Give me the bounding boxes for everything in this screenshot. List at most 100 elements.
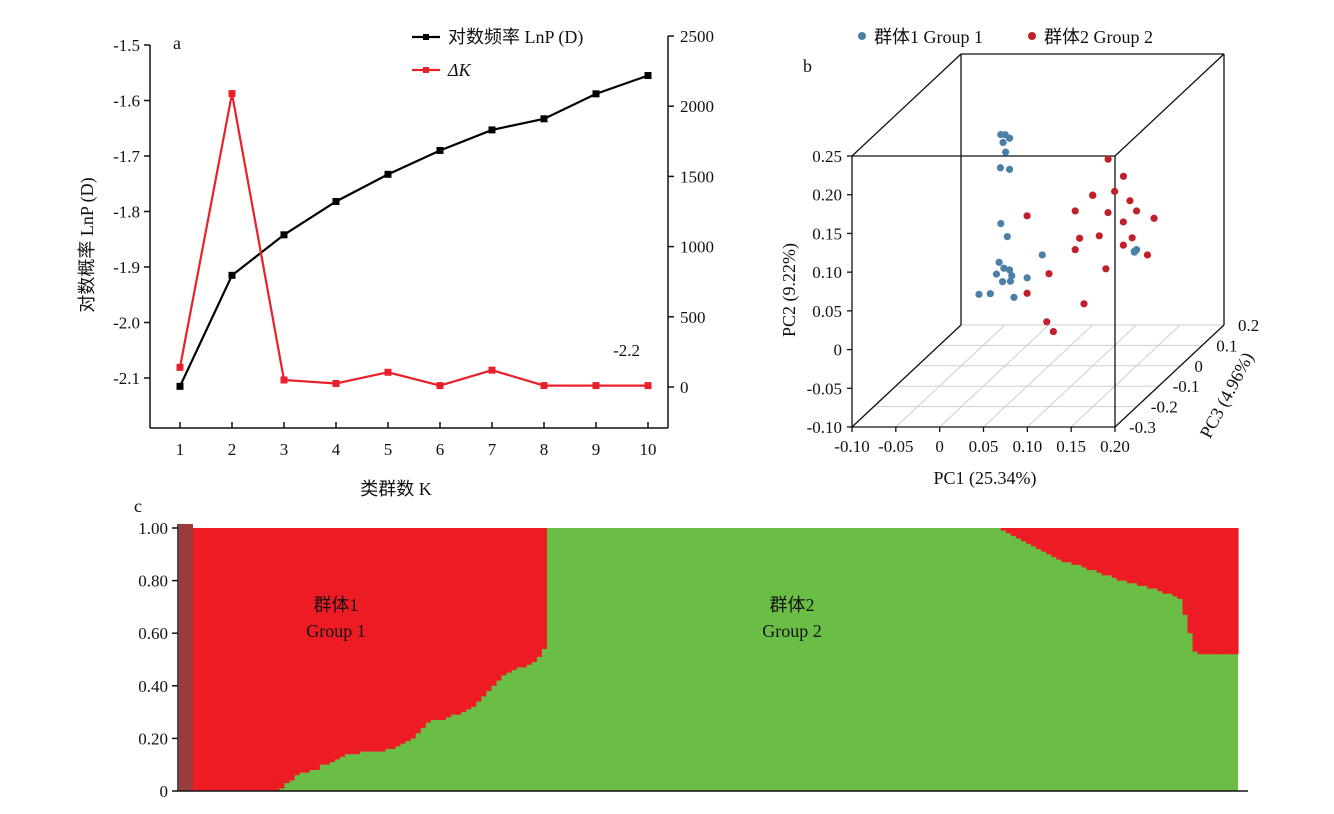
structure-bar-group1 xyxy=(1121,528,1128,581)
structure-bar-group1 xyxy=(288,528,295,781)
point-group1 xyxy=(996,164,1004,172)
structure-bar-group1 xyxy=(465,528,472,710)
pc3-tick-label: 0.1 xyxy=(1216,336,1237,355)
structure-bar-group1 xyxy=(1066,528,1073,563)
structure-bar-group1 xyxy=(384,528,391,749)
structure-bar-group1 xyxy=(1182,528,1189,615)
structure-bar-group1 xyxy=(541,528,547,649)
structure-bar-group1 xyxy=(1137,528,1143,586)
point-lnp xyxy=(228,271,236,279)
structure-bar-group1 xyxy=(1025,528,1032,544)
structure-bar-group1 xyxy=(369,528,376,752)
structure-bar-group1 xyxy=(1157,528,1163,592)
structure-bar-group1 xyxy=(1187,528,1194,634)
point-lnp xyxy=(176,382,184,390)
point-lnp xyxy=(540,115,548,123)
structure-bar-group1 xyxy=(1177,528,1184,600)
structure-bar-group1 xyxy=(1167,528,1173,594)
pc1-tick-label: -0.05 xyxy=(878,437,913,456)
structure-bar-group1 xyxy=(1222,528,1229,655)
x-tick-label: 5 xyxy=(384,440,393,459)
structure-bar-group1 xyxy=(425,528,431,723)
structure-bar-group1 xyxy=(410,528,416,739)
structure-bar-group1 xyxy=(273,528,280,791)
pc3-tick-label: 0.2 xyxy=(1238,316,1259,335)
structure-bar-group1 xyxy=(415,528,421,734)
point-group1 xyxy=(1038,251,1046,259)
structure-bar-group1 xyxy=(299,528,305,773)
pc3-tick-label: -0.2 xyxy=(1151,398,1178,417)
structure-bar-group1 xyxy=(223,528,229,791)
floor-grid-line xyxy=(895,324,1006,428)
structure-bar-group1 xyxy=(460,528,467,713)
structure-bar-group1 xyxy=(213,528,219,791)
structure-bar-group1 xyxy=(278,528,285,789)
point-deltak xyxy=(332,379,340,387)
point-deltak xyxy=(384,368,392,376)
panel-b-points xyxy=(975,130,1158,336)
floor-grid-line xyxy=(939,324,1050,428)
floor-grid-line xyxy=(1070,324,1181,428)
pc3-tick-label: -0.3 xyxy=(1129,418,1156,437)
structure-bar-group1 xyxy=(1096,528,1103,573)
point-group1 xyxy=(997,220,1005,228)
panel-a-ticks: -1.5-1.6-1.7-1.8-1.9-2.0-2.1250020001500… xyxy=(113,27,714,459)
structure-bar-group1 xyxy=(1232,528,1239,655)
panel-a-label: a xyxy=(173,33,181,53)
structure-bar-group1 xyxy=(203,528,209,791)
pc3-tick-label: -0.1 xyxy=(1173,377,1200,396)
structure-bar-group1 xyxy=(258,528,265,791)
annotation-group1-cn: 群体1 xyxy=(314,595,359,615)
left-y-tick-label: -1.7 xyxy=(113,147,140,166)
point-lnp xyxy=(436,146,444,154)
point-group2 xyxy=(1102,265,1110,273)
point-lnp xyxy=(644,72,652,80)
point-deltak xyxy=(644,382,652,390)
point-group1 xyxy=(992,270,1001,278)
point-group1 xyxy=(1002,148,1010,156)
structure-bar-group1 xyxy=(304,528,310,773)
structure-bar-group1 xyxy=(1217,528,1224,655)
structure-bar-group1 xyxy=(1111,528,1118,578)
structure-bar-group1 xyxy=(359,528,366,752)
right-y-tick-label: 2500 xyxy=(680,27,714,46)
structure-bar-group1 xyxy=(374,528,381,752)
structure-bar-group1 xyxy=(420,528,426,728)
structure-bar-group1 xyxy=(505,528,512,673)
x-tick-label: 10 xyxy=(640,440,657,459)
point-group2 xyxy=(1023,289,1031,297)
structure-bar-group1 xyxy=(349,528,356,755)
point-group1 xyxy=(998,278,1007,286)
pc2-tick-label: 0.15 xyxy=(812,224,842,243)
structure-bar-group1 xyxy=(389,528,396,749)
structure-bar-group1 xyxy=(475,528,482,702)
structure-bar-group1 xyxy=(480,528,487,697)
x-tick-label: 7 xyxy=(488,440,497,459)
structure-bar-group1 xyxy=(521,528,527,668)
structure-bar-group1 xyxy=(430,528,436,720)
legend-marker-deltak xyxy=(423,67,429,73)
pc1-tick-label: 0.20 xyxy=(1100,437,1130,456)
point-group2 xyxy=(1043,318,1051,326)
left-y-tick-label: -1.6 xyxy=(113,92,140,111)
structure-bar-group1 xyxy=(1000,528,1007,531)
structure-bar-group1 xyxy=(263,528,270,791)
pc2-tick-label: -0.05 xyxy=(807,379,842,398)
point-group2 xyxy=(1111,187,1119,195)
panel-a-legend: 对数频率 LnP (D) ΔK xyxy=(412,27,583,80)
point-lnp xyxy=(488,126,496,134)
annotation-group2-en: Group 2 xyxy=(762,621,822,641)
point-deltak xyxy=(436,382,444,390)
point-group1 xyxy=(1023,274,1031,282)
left-y-tick-label: -2.0 xyxy=(113,314,140,333)
point-group1 xyxy=(1006,277,1014,285)
structure-bar-group1 xyxy=(1101,528,1108,576)
structure-bar-group1 xyxy=(1106,528,1113,576)
panel-c-axis-strip xyxy=(179,524,193,791)
right-y-tick-label: 1500 xyxy=(680,167,714,186)
legend-label-group1: 群体1 Group 1 xyxy=(874,27,983,47)
c-y-tick-label: 0.40 xyxy=(138,677,168,696)
point-deltak xyxy=(488,366,496,374)
legend-marker-lnp xyxy=(423,34,429,40)
